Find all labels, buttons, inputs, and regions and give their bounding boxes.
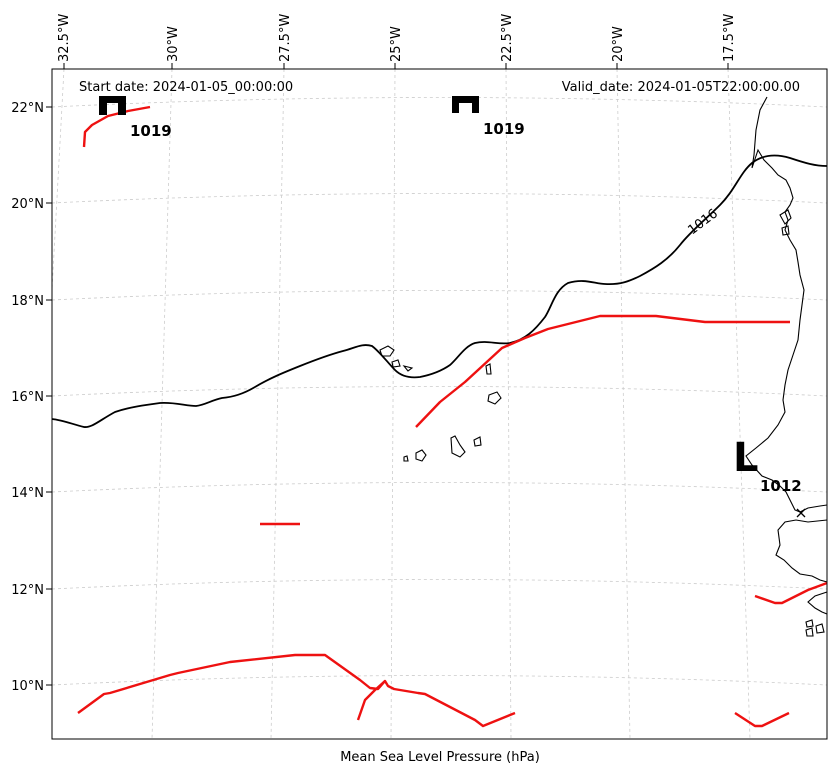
- island-bijagos-1: [805, 619, 814, 628]
- island-maio: [473, 436, 482, 447]
- island-sao-vicente: [391, 359, 401, 368]
- lat-tick-label: 22°N: [11, 101, 44, 116]
- lat-tick-label: 10°N: [11, 679, 44, 694]
- tick-marks: [46, 63, 729, 686]
- island-sal: [485, 363, 492, 375]
- gridline-lat-18: [51, 290, 828, 301]
- guinea-coast: [807, 591, 828, 615]
- islands: [379, 209, 825, 637]
- gridline-lat-12: [51, 579, 828, 590]
- gridline-lat-20: [51, 193, 828, 204]
- pressure-value: 1019: [483, 120, 525, 138]
- low-pressure-symbol: L 1012: [733, 435, 806, 518]
- gridline-lon-20: [616, 68, 631, 740]
- gridline-lon-27-5: [270, 68, 285, 740]
- island-boa-vista: [487, 391, 502, 405]
- lon-tick-label: 25°W: [389, 26, 404, 62]
- lon-tick-labels: 32.5°W 30°W 27.5°W 25°W 22.5°W 20°W 17.5…: [57, 14, 737, 62]
- gridline-lat-14: [51, 482, 828, 493]
- coastline: [745, 96, 828, 615]
- island-sao-nicolau: [402, 365, 414, 372]
- lat-tick-label: 18°N: [11, 294, 44, 309]
- front-east: [754, 581, 828, 605]
- island-fogo: [415, 449, 427, 462]
- h-symbol-icon: [99, 96, 126, 115]
- front-central: [415, 314, 790, 428]
- lon-tick-label: 20°W: [611, 26, 626, 62]
- island-bijagos-3: [805, 627, 814, 637]
- front-southeast: [734, 711, 790, 728]
- lat-tick-label: 12°N: [11, 583, 44, 598]
- front-south: [77, 653, 516, 728]
- pressure-value: 1019: [130, 122, 172, 140]
- pressure-value: 1012: [760, 477, 802, 495]
- map-caption: Mean Sea Level Pressure (hPa): [340, 750, 540, 765]
- start-date: Start date: 2024-01-05_00:00:00: [79, 80, 293, 95]
- lat-tick-labels: 22°N 20°N 18°N 16°N 14°N 12°N 10°N: [11, 101, 44, 694]
- isobar-1016: [51, 154, 828, 428]
- gridline-lat-10: [51, 675, 828, 686]
- front-northwest: [82, 105, 151, 148]
- low-center-x-icon: [796, 508, 806, 518]
- gridline-lon-25: [390, 68, 396, 740]
- front-south-branch: [356, 680, 386, 721]
- high-pressure-symbol-1: 1019: [99, 96, 172, 140]
- senegal-gambia-coast: [775, 519, 828, 583]
- lon-tick-label: 17.5°W: [722, 14, 737, 62]
- gridline-lon-32-5: [51, 68, 65, 291]
- gridline-lat-22: [51, 97, 828, 108]
- l-symbol-icon: L: [733, 435, 759, 481]
- africa-coastline: [745, 96, 828, 513]
- island-santiago: [450, 435, 466, 458]
- gridline-lat-16: [51, 386, 828, 397]
- lat-tick-label: 20°N: [11, 197, 44, 212]
- island-canary-1: [779, 209, 792, 225]
- h-symbol-icon: [452, 96, 479, 113]
- island-brava: [403, 455, 409, 462]
- map-frame: [51, 68, 828, 740]
- lon-tick-label: 22.5°W: [500, 14, 515, 62]
- island-canary-2: [781, 225, 790, 236]
- gridline-lon-17-5: [727, 68, 751, 740]
- lat-tick-label: 16°N: [11, 390, 44, 405]
- high-pressure-symbol-2: 1019: [452, 96, 525, 138]
- gridline-lon-22-5: [505, 68, 512, 740]
- isobars: [51, 154, 828, 428]
- lon-tick-label: 30°W: [166, 26, 181, 62]
- island-bijagos-2: [815, 623, 825, 634]
- gridline-lon-30: [151, 68, 173, 740]
- lat-tick-label: 14°N: [11, 486, 44, 501]
- graticule: [51, 68, 828, 740]
- lon-tick-label: 32.5°W: [57, 14, 72, 62]
- fronts: [77, 105, 828, 728]
- valid-date: Valid_date: 2024-01-05T22:00:00.00: [562, 80, 800, 95]
- lon-tick-label: 27.5°W: [278, 14, 293, 62]
